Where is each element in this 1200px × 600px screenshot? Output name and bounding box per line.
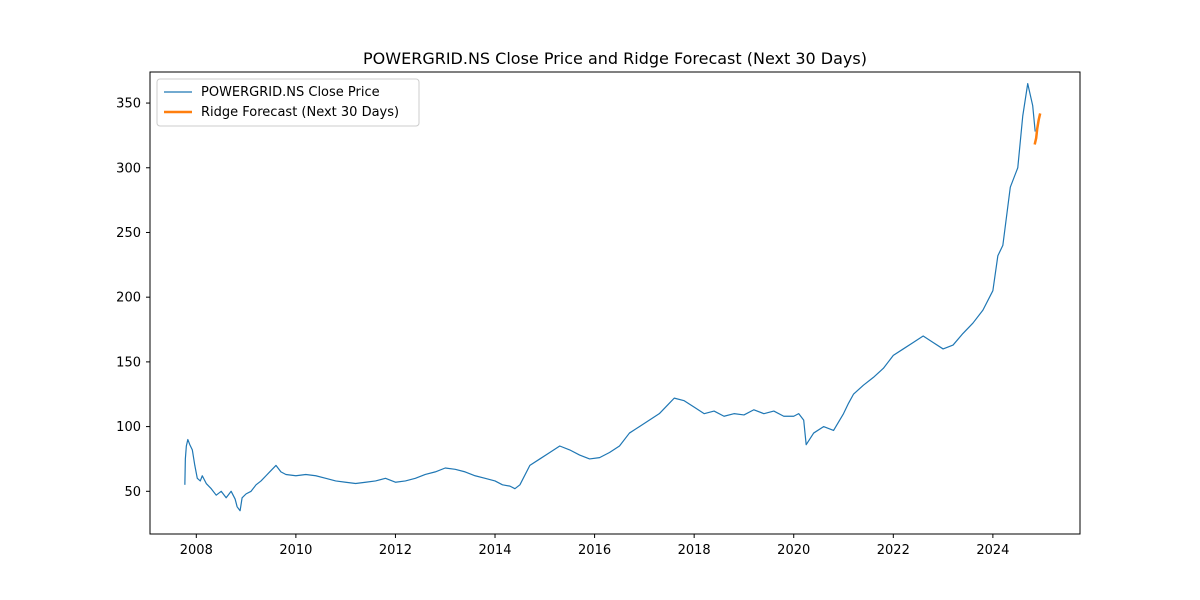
chart-title: POWERGRID.NS Close Price and Ridge Forec…	[363, 49, 867, 68]
series-close-price-line	[184, 83, 1036, 512]
y-tick-label: 250	[116, 226, 141, 241]
x-tick-label: 2012	[379, 543, 412, 558]
legend-label-ridge-forecast: Ridge Forecast (Next 30 Days)	[201, 105, 399, 120]
plot-area	[184, 83, 1042, 512]
x-tick-label: 2020	[777, 543, 810, 558]
x-tick-label: 2016	[578, 543, 611, 558]
x-tick-label: 2008	[180, 543, 213, 558]
x-tick-label: 2014	[478, 543, 511, 558]
legend-box	[156, 78, 420, 127]
legend: POWERGRID.NS Close Price Ridge Forecast …	[156, 78, 420, 127]
x-axis: 2008 2010 2012 2014 2016 2018 2020 2022 2024	[180, 534, 1009, 558]
y-tick-label: 100	[116, 420, 141, 435]
x-tick-label: 2018	[678, 543, 711, 558]
y-tick-label: 300	[116, 161, 141, 176]
y-tick-label: 150	[116, 355, 141, 370]
plot-frame	[149, 71, 1081, 535]
x-tick-label: 2022	[877, 543, 910, 558]
series-ridge-forecast-line	[1033, 113, 1042, 145]
y-axis: 50 100 150 200 250 300 350	[116, 97, 150, 500]
legend-label-close-price: POWERGRID.NS Close Price	[201, 85, 380, 100]
x-tick-label: 2024	[976, 543, 1009, 558]
y-tick-label: 200	[116, 291, 141, 306]
y-tick-label: 50	[124, 485, 141, 500]
x-tick-label: 2010	[279, 543, 312, 558]
y-tick-label: 350	[116, 97, 141, 112]
